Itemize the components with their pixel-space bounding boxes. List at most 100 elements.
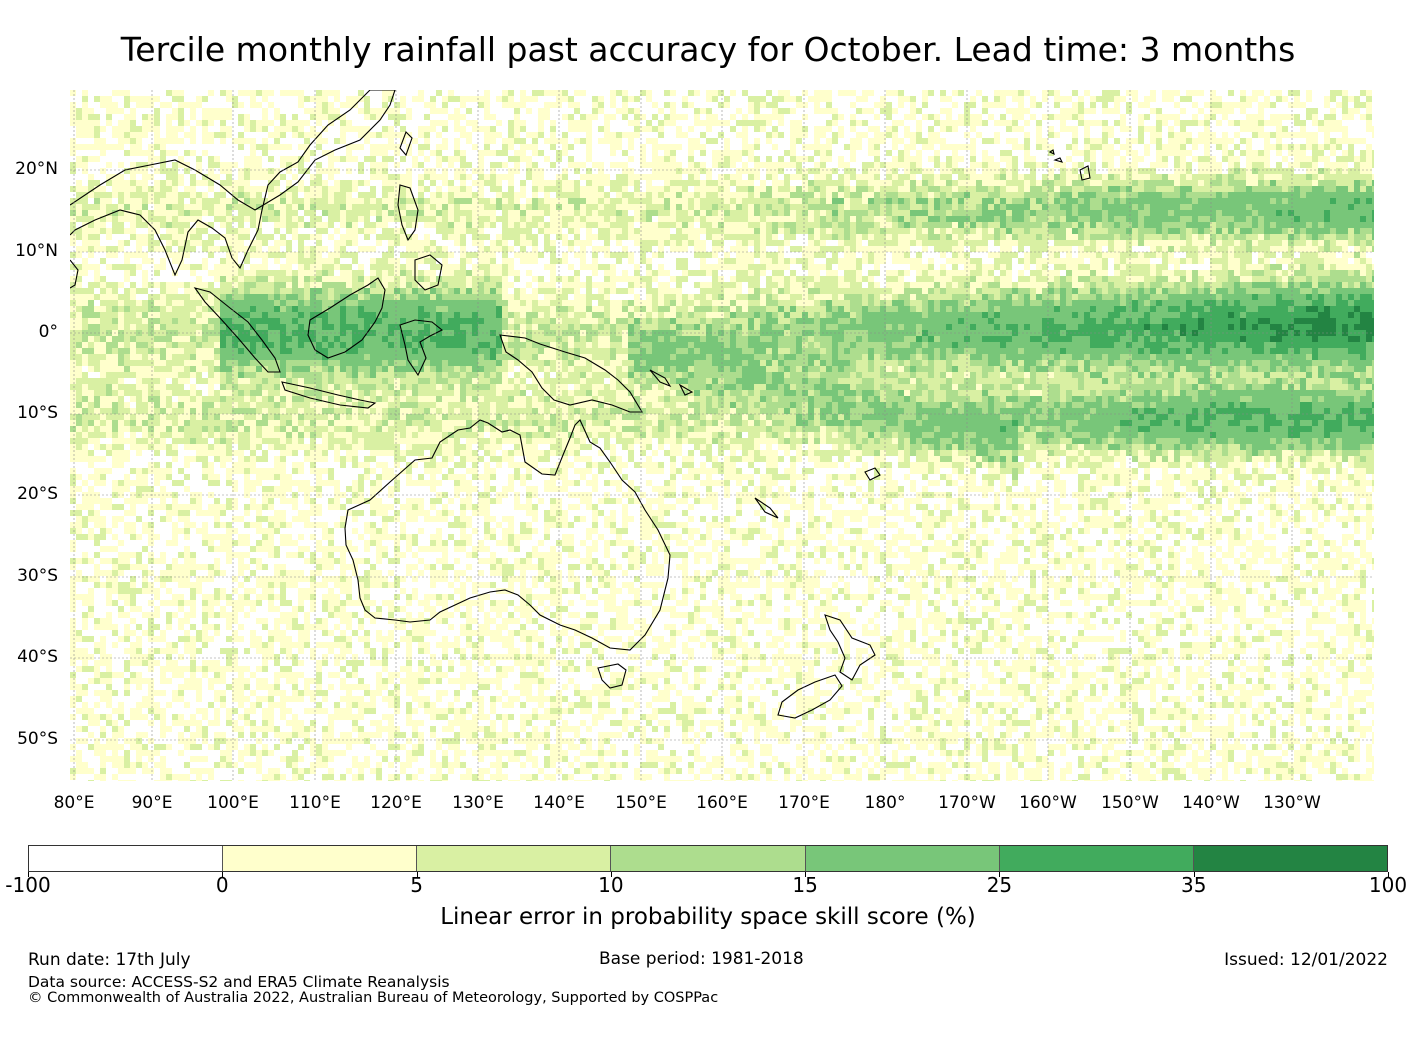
skill-cell: [646, 144, 652, 150]
skill-cell: [1024, 96, 1030, 102]
skill-cell: [352, 162, 358, 168]
skill-cell: [976, 252, 982, 258]
skill-cell: [1078, 192, 1084, 198]
skill-cell: [484, 156, 490, 162]
skill-cell: [1216, 222, 1222, 228]
skill-cell: [1144, 288, 1150, 294]
skill-cell: [1000, 294, 1006, 300]
skill-cell: [532, 228, 538, 234]
skill-cell: [922, 210, 928, 216]
skill-cell: [514, 228, 520, 234]
skill-cell: [742, 234, 748, 240]
skill-cell: [1132, 282, 1138, 288]
skill-cell: [268, 108, 274, 114]
skill-cell: [964, 126, 970, 132]
skill-cell: [844, 186, 850, 192]
skill-cell: [394, 198, 400, 204]
skill-cell: [1330, 270, 1336, 276]
skill-cell: [400, 294, 406, 300]
skill-cell: [904, 282, 910, 288]
skill-cell: [1006, 294, 1012, 300]
skill-cell: [784, 276, 790, 282]
skill-cell: [376, 138, 382, 144]
skill-cell: [1210, 228, 1216, 234]
skill-cell: [946, 246, 952, 252]
skill-cell: [1054, 228, 1060, 234]
skill-cell: [640, 276, 646, 282]
skill-cell: [742, 282, 748, 288]
skill-cell: [1348, 90, 1354, 96]
skill-cell: [1330, 102, 1336, 108]
skill-cell: [1228, 240, 1234, 246]
skill-cell: [1258, 228, 1264, 234]
skill-cell: [484, 240, 490, 246]
skill-cell: [604, 240, 610, 246]
skill-cell: [1072, 168, 1078, 174]
skill-cell: [220, 96, 226, 102]
skill-cell: [868, 102, 874, 108]
skill-cell: [1024, 216, 1030, 222]
skill-cell: [400, 216, 406, 222]
skill-cell: [562, 264, 568, 270]
skill-cell: [1318, 192, 1324, 198]
skill-cell: [628, 126, 634, 132]
skill-cell: [418, 156, 424, 162]
skill-cell: [298, 156, 304, 162]
skill-cell: [1186, 234, 1192, 240]
skill-cell: [766, 210, 772, 216]
skill-cell: [1240, 180, 1246, 186]
skill-cell: [478, 144, 484, 150]
skill-cell: [88, 270, 94, 276]
skill-cell: [472, 108, 478, 114]
skill-cell: [1234, 96, 1240, 102]
skill-cell: [262, 270, 268, 276]
skill-cell: [1312, 96, 1318, 102]
skill-cell: [820, 234, 826, 240]
skill-cell: [1090, 192, 1096, 198]
skill-cell: [736, 294, 742, 300]
skill-cell: [1102, 168, 1108, 174]
skill-cell: [1042, 156, 1048, 162]
skill-cell: [604, 144, 610, 150]
skill-cell: [928, 108, 934, 114]
skill-cell: [310, 300, 316, 306]
skill-cell: [982, 282, 988, 288]
skill-cell: [124, 108, 130, 114]
skill-cell: [232, 120, 238, 126]
skill-cell: [850, 108, 856, 114]
skill-cell: [928, 216, 934, 222]
skill-cell: [490, 204, 496, 210]
skill-cell: [1336, 96, 1342, 102]
skill-cell: [178, 288, 184, 294]
skill-cell: [316, 174, 322, 180]
skill-cell: [940, 294, 946, 300]
skill-cell: [364, 150, 370, 156]
skill-cell: [280, 108, 286, 114]
skill-cell: [1036, 222, 1042, 228]
skill-cell: [844, 288, 850, 294]
skill-cell: [514, 294, 520, 300]
skill-cell: [1174, 126, 1180, 132]
skill-cell: [1090, 174, 1096, 180]
skill-cell: [880, 156, 886, 162]
skill-cell: [1342, 216, 1348, 222]
skill-cell: [448, 198, 454, 204]
skill-cell: [304, 174, 310, 180]
skill-cell: [508, 150, 514, 156]
skill-cell: [940, 258, 946, 264]
skill-cell: [412, 228, 418, 234]
skill-cell: [238, 222, 244, 228]
skill-cell: [1198, 156, 1204, 162]
skill-cell: [364, 198, 370, 204]
skill-cell: [1144, 168, 1150, 174]
skill-cell: [1144, 270, 1150, 276]
skill-cell: [682, 276, 688, 282]
skill-cell: [1144, 264, 1150, 270]
skill-cell: [1366, 132, 1372, 138]
skill-cell: [922, 180, 928, 186]
skill-cell: [1216, 102, 1222, 108]
skill-cell: [358, 102, 364, 108]
skill-cell: [664, 222, 670, 228]
skill-cell: [1336, 174, 1342, 180]
skill-cell: [754, 96, 760, 102]
